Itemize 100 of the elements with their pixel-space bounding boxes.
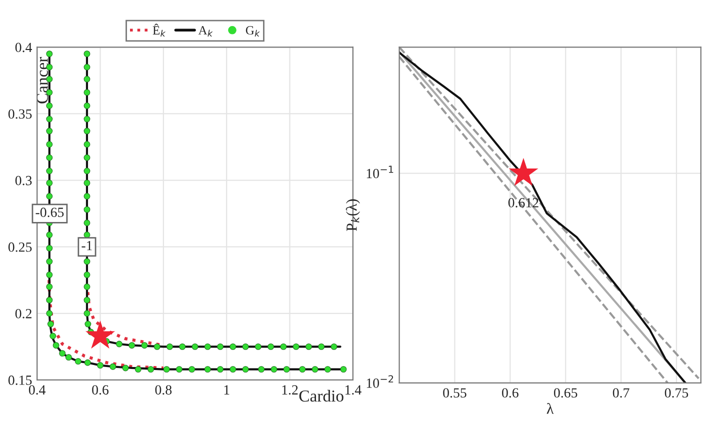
y-tick-label: 10$^{−1}$ [366, 166, 394, 178]
point [84, 116, 90, 122]
point [46, 193, 53, 200]
point [254, 343, 262, 350]
point [84, 206, 90, 213]
x-axis-title: Cardio [299, 390, 344, 402]
point [46, 116, 53, 122]
x-axis-title: λ [546, 403, 554, 414]
point [46, 180, 53, 186]
point [47, 320, 54, 328]
y-tick-label: 0.3 [15, 176, 32, 186]
annotation: -0.65 [36, 208, 64, 218]
point [292, 343, 300, 350]
point [50, 332, 56, 340]
legend-label: Ê$_{k}$ [152, 24, 166, 37]
point [116, 340, 122, 348]
point [46, 310, 53, 317]
point [46, 232, 53, 238]
point [179, 343, 186, 350]
y-axis-title: P$_{k}$(λ) [346, 199, 360, 232]
point [134, 366, 142, 373]
point [46, 244, 53, 252]
point [84, 258, 90, 265]
point [46, 141, 53, 148]
point [84, 193, 90, 200]
point [84, 89, 90, 96]
annotation: -1 [82, 241, 92, 250]
point [84, 272, 90, 278]
point [330, 343, 338, 350]
point [84, 102, 90, 109]
point [84, 320, 92, 328]
x-tick-label: 0.65 [554, 388, 578, 398]
y-tick-label: 10$^{−2}$ [366, 375, 394, 388]
y-tick-label: 0.4 [15, 42, 32, 52]
point [299, 366, 306, 373]
point [230, 366, 236, 373]
point [97, 362, 104, 369]
point [65, 354, 72, 361]
point [340, 366, 347, 373]
point [148, 366, 154, 373]
point [46, 128, 53, 134]
point [84, 296, 90, 304]
x-tick-label: 0.75 [664, 388, 688, 398]
point [84, 154, 90, 161]
x-tick-label: 1 [224, 385, 230, 394]
point [46, 154, 53, 161]
x-tick-label: 1.2 [282, 385, 298, 395]
point [176, 366, 182, 373]
point [84, 76, 90, 82]
point [46, 102, 53, 109]
point [166, 343, 173, 350]
point [242, 343, 249, 350]
point [270, 366, 278, 373]
y-tick-label: 0.35 [8, 109, 32, 119]
point [84, 50, 90, 58]
point [46, 50, 53, 58]
point [110, 363, 116, 370]
point [84, 220, 90, 226]
point [204, 366, 211, 373]
point [46, 296, 53, 304]
x-tick-label: 0.4 [28, 385, 46, 395]
point [283, 366, 290, 373]
x-tick-label: 1.4 [345, 385, 362, 395]
point [84, 64, 90, 70]
point [74, 358, 82, 365]
point [242, 366, 249, 373]
point [46, 284, 53, 290]
x-tick-label: 0.7 [612, 388, 630, 398]
point [204, 343, 211, 350]
y-tick-label: 0.25 [8, 242, 32, 252]
point [163, 366, 170, 373]
point [154, 343, 160, 350]
point [280, 343, 287, 350]
point [84, 359, 91, 366]
y-tick-label: 0.15 [8, 376, 32, 385]
x-tick-label: 0.55 [443, 388, 466, 398]
point [122, 364, 129, 372]
point [268, 343, 274, 350]
point [84, 180, 90, 186]
point [230, 343, 236, 350]
annotation: 0.612 [508, 198, 538, 208]
legend-label: A$_{k}$ [198, 26, 213, 36]
point [188, 366, 196, 373]
point [52, 342, 60, 349]
x-tick-label: 0.8 [155, 385, 172, 395]
point [324, 366, 331, 373]
point [59, 350, 66, 357]
point [84, 128, 90, 134]
point [84, 141, 90, 148]
point [217, 343, 224, 350]
point [312, 366, 318, 373]
point [46, 258, 53, 265]
point [192, 343, 198, 350]
point [46, 272, 53, 278]
point [141, 342, 148, 349]
y-tick-label: 0.2 [15, 308, 32, 318]
x-tick-label: 0.6 [502, 388, 518, 398]
x-tick-label: 0.6 [92, 385, 109, 395]
legend-label: G$_{k}$ [246, 26, 260, 36]
point [84, 284, 90, 290]
